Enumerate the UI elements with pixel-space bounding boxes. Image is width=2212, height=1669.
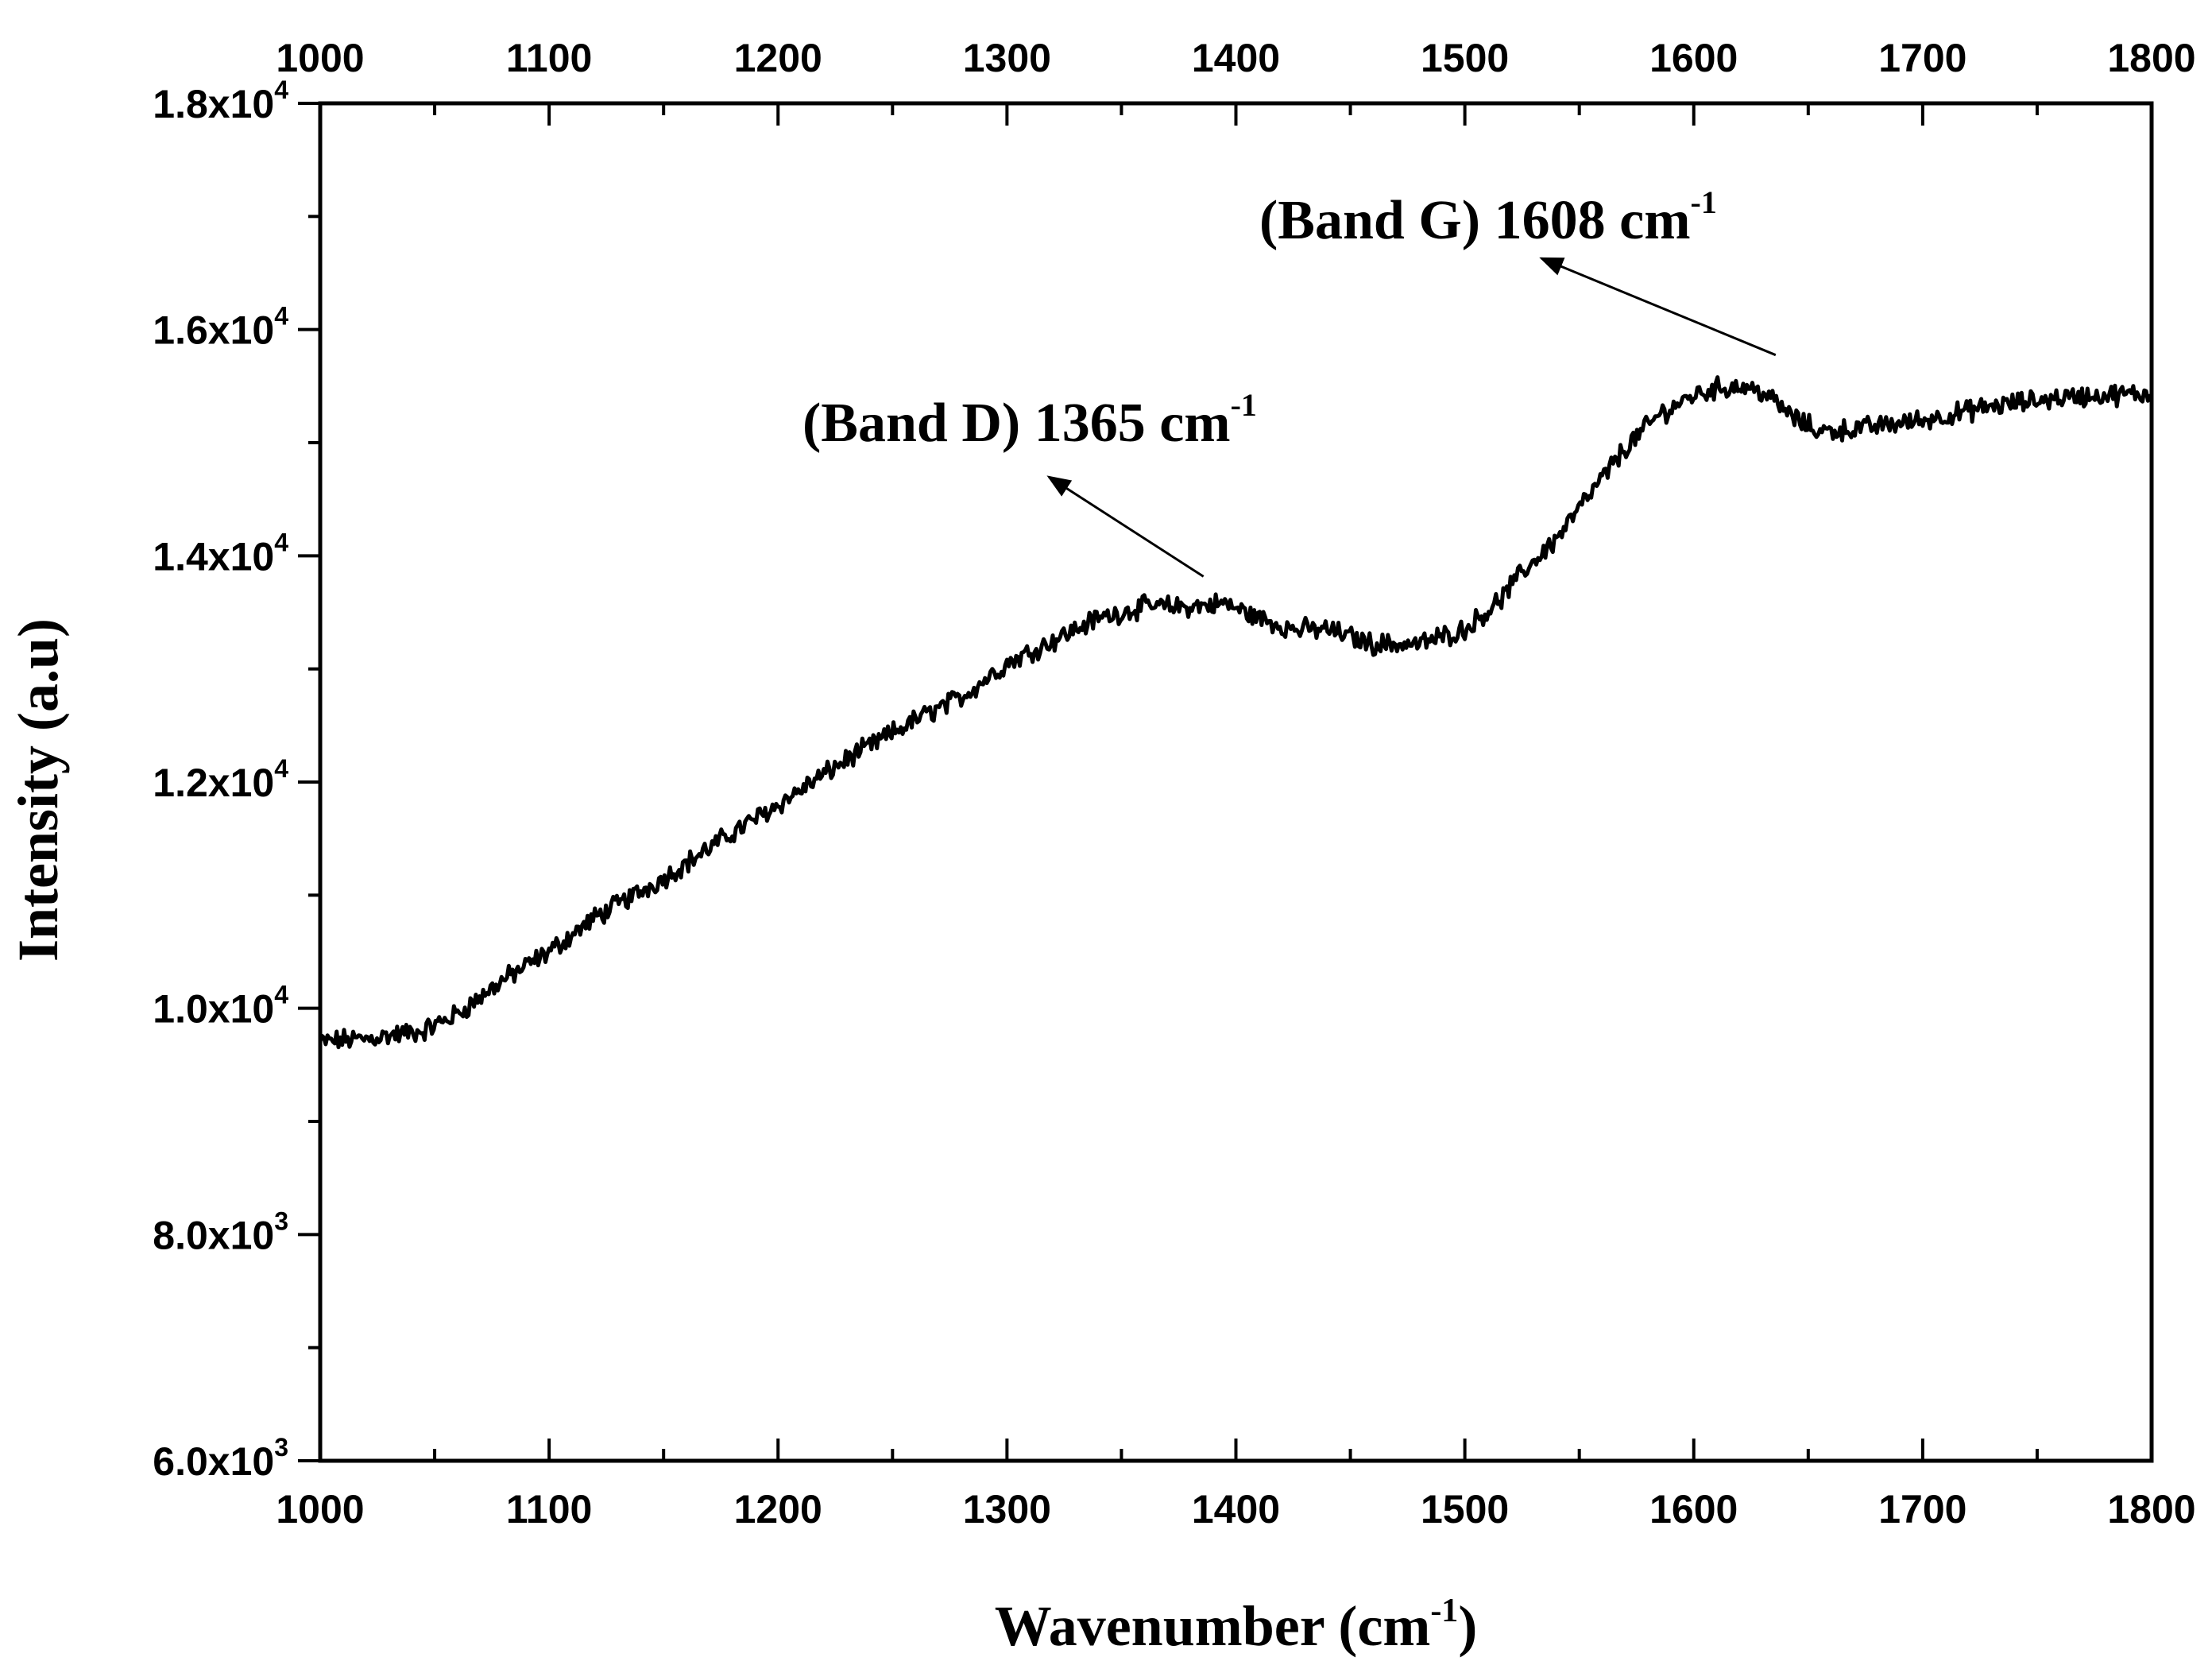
band-d-label: (Band D) 1365 cm-1 <box>802 387 1257 454</box>
y-tick-label: 1.8x104 <box>153 76 288 126</box>
x-tick-label-top: 1100 <box>506 36 592 80</box>
labels-layer: 1000 1000 1100 1100 1200 1200 1300 1300 1400 1400… <box>153 36 2195 1532</box>
ticks-layer <box>298 102 2153 1462</box>
y-axis-title: Intensity (a.u) <box>6 618 70 962</box>
x-tick-label-top: 1800 <box>2107 36 2195 80</box>
band-g-label: (Band G) 1608 cm-1 <box>1259 184 1717 251</box>
x-tick-label-top: 1500 <box>1421 36 1509 80</box>
y-tick-label: 8.0x103 <box>153 1206 288 1257</box>
y-tick-label: 1.6x104 <box>153 302 288 353</box>
x-tick-label-top: 1400 <box>1192 36 1280 80</box>
x-tick-label-bottom: 1400 <box>1192 1487 1280 1532</box>
x-tick-label-bottom: 1200 <box>734 1487 822 1532</box>
y-tick-label: 1.2x104 <box>153 754 288 805</box>
band-g-arrow <box>1539 257 1777 357</box>
x-tick-label-bottom: 1800 <box>2107 1487 2195 1532</box>
y-tick-label: 1.4x104 <box>153 528 288 579</box>
x-axis-title: Wavenumber (cm-1) <box>995 1593 1478 1658</box>
x-tick-label-top: 1700 <box>1878 36 1966 80</box>
x-tick-label-top: 1000 <box>276 36 364 80</box>
spectrum-layer <box>318 375 2152 1050</box>
x-tick-label-bottom: 1300 <box>963 1487 1051 1532</box>
x-tick-label-bottom: 1600 <box>1649 1487 1738 1532</box>
band-g-annotation: (Band G) 1608 cm-1 <box>1259 184 1777 357</box>
plot-frame <box>318 101 2154 1463</box>
y-tick-label: 1.0x104 <box>153 981 288 1032</box>
x-tick-label-bottom: 1700 <box>1878 1487 1966 1532</box>
band-d-annotation: (Band D) 1365 cm-1 <box>802 387 1257 578</box>
x-tick-label-bottom: 1500 <box>1421 1487 1509 1532</box>
spectrum-line <box>318 375 2152 1050</box>
x-tick-label-bottom: 1000 <box>276 1487 364 1532</box>
x-tick-label-top: 1300 <box>963 36 1051 80</box>
x-tick-label-top: 1200 <box>734 36 822 80</box>
y-tick-label: 6.0x103 <box>153 1433 288 1484</box>
band-d-arrow <box>1046 475 1205 578</box>
x-tick-label-top: 1600 <box>1649 36 1738 80</box>
x-tick-label-bottom: 1100 <box>506 1487 592 1532</box>
